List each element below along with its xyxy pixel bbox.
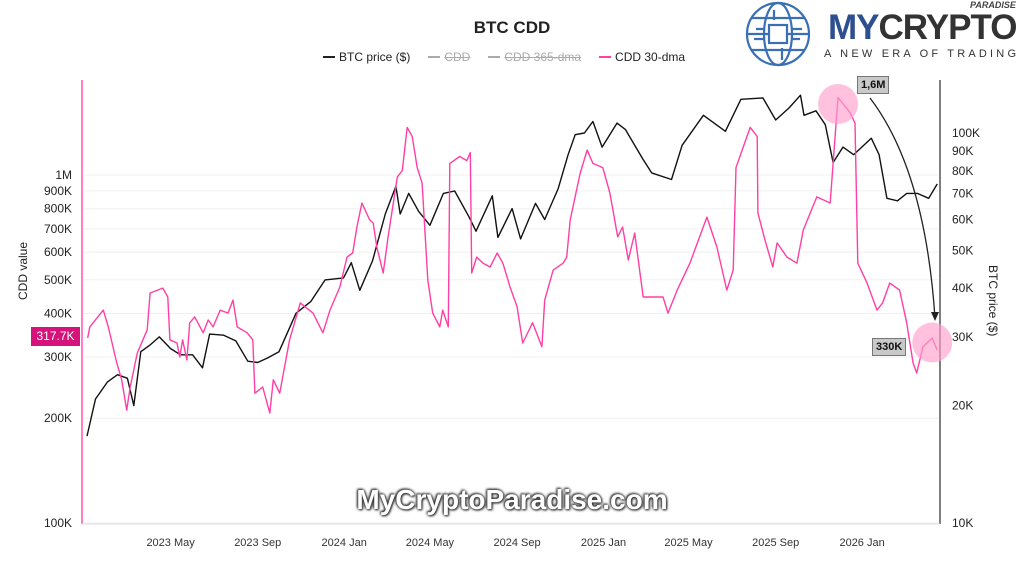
legend: BTC price ($) CDD CDD 365-dma CDD 30-dma [323, 50, 685, 64]
legend-label: BTC price ($) [339, 50, 411, 64]
legend-item-cdd[interactable]: CDD [428, 50, 470, 64]
right-tick-label: 40K [952, 281, 973, 295]
x-tick-label: 2025 Jan [581, 537, 626, 549]
logo-wordmark: MYCRYPTO [828, 8, 1018, 47]
left-tick-label: 300K [44, 350, 72, 364]
x-tick-label: 2024 Sep [494, 537, 541, 549]
right-tick-label: 90K [952, 144, 973, 158]
right-tick-label: 20K [952, 399, 973, 413]
current-value-badge: 317.7K [31, 327, 80, 346]
annotation-current-label: 330K [872, 338, 907, 356]
series-layer [86, 94, 938, 437]
legend-item-btc-price[interactable]: BTC price ($) [323, 50, 410, 64]
legend-item-cdd-30-dma[interactable]: CDD 30-dma [599, 50, 685, 64]
tick-layer: 100K 200K 300K 400K 500K 600K 700K 800K 900K 1M 10… [44, 126, 980, 549]
x-tick-label: 2023 Sep [234, 537, 281, 549]
globe-circuit-icon [745, 1, 811, 67]
legend-swatch [488, 56, 501, 58]
right-tick-label: 60K [952, 213, 973, 227]
left-tick-label: 700K [44, 222, 72, 236]
x-tick-label: 2025 May [664, 537, 713, 549]
annotations-layer [818, 83, 953, 363]
legend-swatch [323, 56, 335, 58]
left-tick-label: 1M [55, 168, 72, 182]
right-tick-label: 50K [952, 243, 973, 257]
x-tick-label: 2026 Jan [839, 537, 884, 549]
logo-brand-1: MY [828, 8, 879, 47]
decline-arrow [869, 97, 936, 319]
legend-item-cdd-365-dma[interactable]: CDD 365-dma [488, 50, 581, 64]
cdd-30dma-line [87, 96, 938, 414]
grid [84, 174, 938, 524]
legend-swatch [428, 56, 441, 58]
legend-label: CDD 365-dma [504, 50, 582, 64]
legend-label: CDD 30-dma [615, 50, 686, 64]
left-tick-label: 100K [44, 516, 72, 530]
btc-price-line [86, 94, 938, 437]
peak-highlight-circle [818, 83, 859, 124]
arrow-head-icon [931, 312, 939, 321]
legend-label: CDD [444, 50, 471, 64]
left-tick-label: 400K [44, 306, 72, 320]
left-tick-label: 200K [44, 411, 72, 425]
x-tick-label: 2024 Jan [322, 537, 367, 549]
watermark: MyCryptoParadise.com [356, 484, 668, 515]
x-tick-label: 2023 May [146, 537, 195, 549]
logo: PARADISE MYCRYPTO A NEW ERA OF TRADING [744, 0, 1024, 68]
logo-brand-2: CRYPTO [878, 8, 1018, 47]
left-axis-title: CDD value [16, 241, 30, 300]
x-tick-label: 2024 May [406, 537, 455, 549]
left-tick-label: 600K [44, 245, 72, 259]
right-tick-label: 80K [952, 164, 973, 178]
current-highlight-circle [912, 322, 953, 363]
left-tick-label: 500K [44, 273, 72, 287]
logo-superscript: PARADISE [970, 0, 1016, 10]
x-tick-label: 2025 Sep [752, 537, 799, 549]
left-tick-label: 900K [44, 184, 72, 198]
left-tick-label: 800K [44, 202, 72, 216]
logo-tagline: A NEW ERA OF TRADING [824, 48, 1020, 60]
right-tick-label: 30K [952, 330, 973, 344]
right-tick-label: 100K [952, 126, 980, 140]
right-axis-title: BTC price ($) [986, 265, 1000, 337]
legend-swatch [599, 56, 612, 58]
right-tick-label: 10K [952, 516, 973, 530]
right-tick-label: 70K [952, 186, 973, 200]
annotation-peak-label: 1,6M [857, 76, 890, 94]
